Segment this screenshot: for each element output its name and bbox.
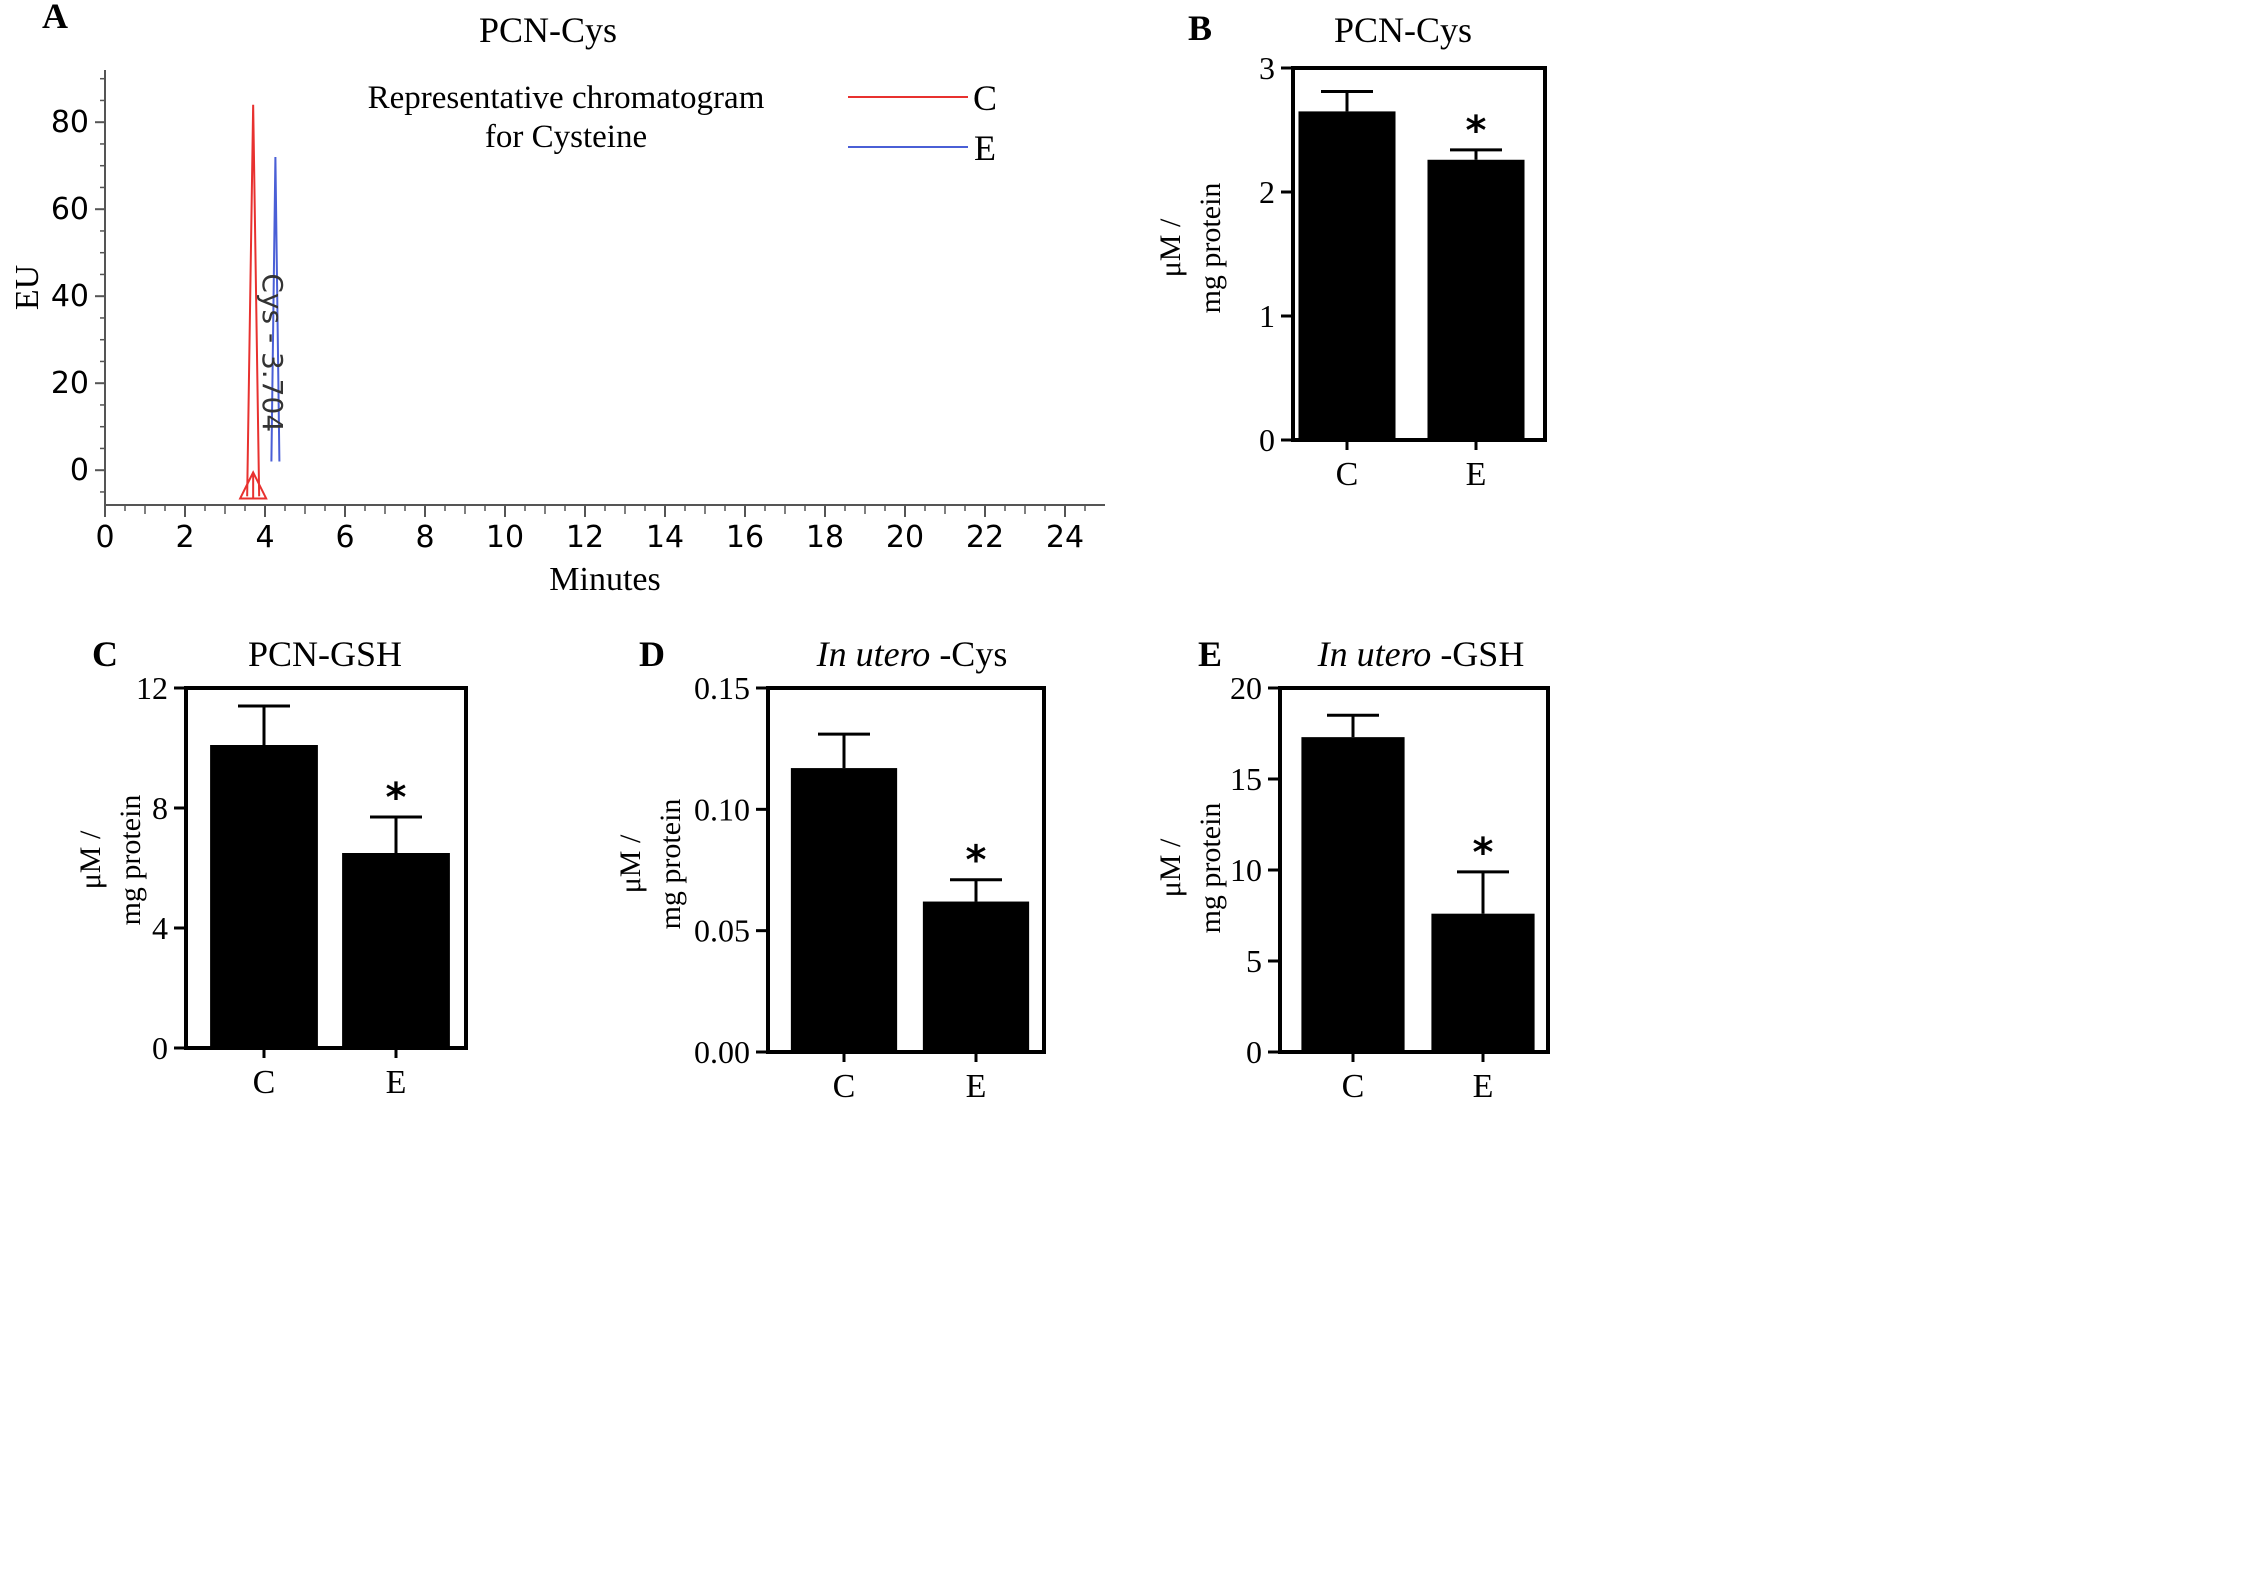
- panel-a-legend-label-e: E: [974, 128, 996, 168]
- panel-b-letter: B: [1188, 8, 1212, 48]
- panel-a-peak-e: [270, 156, 281, 462]
- panel-b-xtick-label-e: E: [1466, 456, 1487, 493]
- panel-letter-a: A: [42, 0, 68, 36]
- panel-b-ylabel-line2: mg protein: [1194, 183, 1227, 314]
- panel-c-title: PCN-GSH: [248, 634, 402, 674]
- panel-c-bar-c: [210, 745, 318, 1048]
- panel-d-ytick-label: 0.00: [694, 1034, 750, 1070]
- panel-a-annotation-line1: Representative chromatogram: [368, 80, 765, 116]
- panel-a-ytick-label: 40: [51, 279, 89, 314]
- panel-e-ylabel-line2: mg protein: [1194, 803, 1227, 934]
- panel-d-frame: [766, 686, 1046, 1054]
- panel-c-letter: C: [92, 634, 118, 674]
- panel-a-ytick-label: 20: [51, 366, 89, 401]
- panel-c-ytick-label: 0: [152, 1030, 168, 1066]
- panel-c-ytick-label: 8: [152, 790, 168, 826]
- panel-e-ytick-label: 10: [1230, 852, 1262, 888]
- panel-e-xtick-label-e: E: [1473, 1068, 1494, 1105]
- panel-a-xtick-label: 14: [646, 520, 684, 555]
- panel-d-bar-c: [790, 768, 898, 1052]
- panel-d-title: In utero -Cys: [816, 634, 1008, 674]
- panel-a-title: PCN-Cys: [479, 10, 617, 50]
- panel-d-ytick-label: 0.05: [694, 913, 750, 949]
- panel-a-xtick-label: 18: [806, 520, 844, 555]
- panel-c-bar-e: [342, 853, 450, 1048]
- panel-d-ytick-label: 0.15: [694, 670, 750, 706]
- panel-a-legend-label-c: C: [973, 78, 997, 118]
- panel-a-peak-label: Cys - 3.704: [256, 273, 289, 432]
- panel-d-ylabel-line2: mg protein: [654, 799, 687, 930]
- panel-c-ytick-label: 12: [136, 670, 168, 706]
- panel-c-ytick-label: 4: [152, 910, 168, 946]
- panel-c-ylabel-line1: μM /: [74, 830, 107, 889]
- panel-b-xtick-label-c: C: [1336, 456, 1359, 493]
- panel-e-letter: E: [1198, 634, 1222, 674]
- panel-a-xtick-label: 4: [255, 520, 274, 555]
- panel-e-ylabel-line1: μM /: [1154, 838, 1187, 897]
- panel-b-ytick-label: 3: [1259, 50, 1275, 86]
- panel-e-ytick-label: 0: [1246, 1034, 1262, 1070]
- panel-a-xtick-label: 12: [566, 520, 604, 555]
- panel-a-peak-marker: [238, 470, 268, 500]
- panel-a-xtick-label: 0: [95, 520, 114, 555]
- panel-a-xtick-label: 22: [966, 520, 1004, 555]
- panel-b-ytick-label: 1: [1259, 298, 1275, 334]
- panel-e-title-rest: -GSH: [1431, 634, 1524, 674]
- panel-e-title-italic: In utero: [1317, 634, 1432, 674]
- panel-b-ytick-label: 0: [1259, 422, 1275, 458]
- panel-d-ytick-label: 0.10: [694, 791, 750, 827]
- panel-e-title: In utero -GSH: [1317, 634, 1525, 674]
- panel-e-xtick-label-c: C: [1342, 1068, 1365, 1105]
- panel-a-xtick-label: 6: [335, 520, 354, 555]
- panel-e-significance-e: *: [1473, 830, 1494, 876]
- panel-e-ytick-label: 20: [1230, 670, 1262, 706]
- panel-a-xlabel: Minutes: [549, 561, 660, 598]
- panel-e-ytick-label: 15: [1230, 761, 1262, 797]
- panel-b-bar-c: [1298, 111, 1396, 441]
- panel-d-letter: D: [639, 634, 665, 674]
- panel-d-bar-e: [922, 901, 1030, 1052]
- panel-d-title-rest: -Cys: [930, 634, 1007, 674]
- panel-b-significance-e: *: [1466, 108, 1487, 154]
- panel-e-ytick-label: 5: [1246, 943, 1262, 979]
- panel-a-xtick-label: 16: [726, 520, 764, 555]
- panel-d-xtick-label-e: E: [966, 1068, 987, 1105]
- panel-c-frame: [184, 686, 468, 1050]
- panel-b-title: PCN-Cys: [1334, 10, 1472, 50]
- panel-a-xtick-label: 20: [886, 520, 924, 555]
- panel-a-peak-c: [246, 104, 261, 497]
- panel-b-ylabel-line1: μM /: [1154, 218, 1187, 277]
- panel-a-ytick-label: 80: [51, 105, 89, 140]
- panel-c-xtick-label-e: E: [386, 1064, 407, 1101]
- panel-a-ylabel: EU: [9, 265, 46, 310]
- panel-e-bar-e: [1431, 913, 1535, 1052]
- panel-d-xtick-label-c: C: [833, 1068, 856, 1105]
- panel-d-ylabel-line1: μM /: [614, 834, 647, 893]
- panel-b-frame: [1291, 66, 1547, 442]
- panel-a-xtick-label: 8: [415, 520, 434, 555]
- panel-a-ytick-label: 60: [51, 192, 89, 227]
- panel-b-bar-e: [1427, 159, 1525, 440]
- panel-a-xtick-label: 24: [1046, 520, 1084, 555]
- panel-a-annotation-line2: for Cysteine: [485, 119, 647, 155]
- panel-e-bar-c: [1301, 737, 1405, 1052]
- panel-c-xtick-label-c: C: [253, 1064, 276, 1101]
- panel-a-ytick-label: 0: [70, 453, 89, 488]
- panel-d-significance-e: *: [966, 838, 987, 884]
- panel-c-significance-e: *: [386, 775, 407, 821]
- panel-a-xtick-label: 2: [175, 520, 194, 555]
- panel-d-title-italic: In utero: [816, 634, 931, 674]
- panel-c-ylabel-line2: mg protein: [114, 795, 147, 926]
- panel-b-ytick-label: 2: [1259, 174, 1275, 210]
- panel-a-xtick-label: 10: [486, 520, 524, 555]
